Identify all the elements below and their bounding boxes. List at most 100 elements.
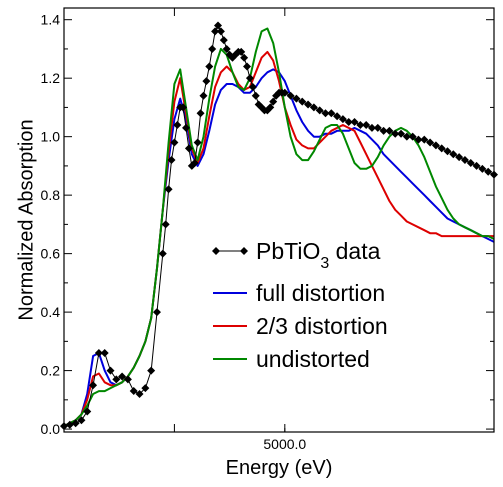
data-point xyxy=(356,120,365,129)
legend-entry-data: PbTiO3 data xyxy=(212,238,381,272)
data-point xyxy=(321,109,330,118)
data-point xyxy=(118,372,127,381)
data-point xyxy=(83,407,92,416)
data-point xyxy=(373,123,382,132)
data-point xyxy=(208,44,217,53)
x-tick-label: 5000.0 xyxy=(263,436,306,452)
data-point xyxy=(213,21,222,30)
data-point xyxy=(243,62,252,71)
data-point xyxy=(199,91,208,100)
x-axis-title: Energy (eV) xyxy=(226,457,333,479)
data-point xyxy=(472,161,481,170)
y-tick-label: 0.2 xyxy=(41,363,61,379)
data-point xyxy=(65,420,74,429)
series-line-3 xyxy=(63,27,495,428)
data-point xyxy=(362,120,371,129)
data-point xyxy=(164,185,173,194)
data-point xyxy=(158,249,167,258)
data-point xyxy=(237,47,246,56)
data-point xyxy=(379,126,388,135)
data-point xyxy=(167,156,176,165)
data-point xyxy=(397,129,406,138)
data-point xyxy=(385,126,394,135)
legend-label-two-thirds-distortion: 2/3 distortion xyxy=(256,313,388,339)
y-tick-label: 0.0 xyxy=(41,421,61,437)
legend-label-full-distortion: full distortion xyxy=(256,280,385,306)
data-point xyxy=(286,91,295,100)
data-point xyxy=(344,118,353,127)
data-point xyxy=(443,147,452,156)
data-point xyxy=(112,375,121,384)
data-point xyxy=(202,77,211,86)
data-point xyxy=(71,419,80,428)
y-tick-label: 0.6 xyxy=(41,246,61,262)
data-point xyxy=(478,164,487,173)
data-point xyxy=(173,120,182,129)
data-point xyxy=(327,109,336,118)
data-point xyxy=(184,144,193,153)
data-point xyxy=(466,158,475,167)
data-point xyxy=(222,44,231,53)
legend-marker-data xyxy=(240,247,248,255)
data-point xyxy=(338,115,347,124)
legend-entry-full-distortion: full distortion xyxy=(213,280,385,306)
data-point xyxy=(292,94,301,103)
data-point xyxy=(350,118,359,127)
legend: PbTiO3 data full distortion 2/3 distorti… xyxy=(212,238,388,372)
data-point xyxy=(309,103,318,112)
data-point xyxy=(152,308,161,317)
data-point xyxy=(248,82,257,91)
data-point xyxy=(161,220,170,229)
data-point xyxy=(455,153,464,162)
data-point xyxy=(106,366,115,375)
data-point xyxy=(315,106,324,115)
data-point xyxy=(135,389,144,398)
data-point xyxy=(100,349,109,358)
data-point xyxy=(245,74,254,83)
data-point xyxy=(414,135,423,144)
data-point xyxy=(205,62,214,71)
legend-entry-undistorted: undistorted xyxy=(213,346,370,372)
legend-label-data: PbTiO3 data xyxy=(256,238,381,272)
data-point xyxy=(89,381,98,390)
data-point xyxy=(269,97,278,106)
data-point xyxy=(170,138,179,147)
data-point xyxy=(193,138,202,147)
data-point xyxy=(190,158,199,167)
legend-label-subscript: 3 xyxy=(320,255,329,272)
data-point xyxy=(211,27,220,36)
plot-frame xyxy=(63,7,495,433)
data-point xyxy=(391,129,400,138)
data-point xyxy=(147,366,156,375)
data-point xyxy=(449,150,458,159)
data-point xyxy=(431,141,440,150)
legend-label-suffix: data xyxy=(329,238,380,264)
data-point xyxy=(420,135,429,144)
data-point xyxy=(251,91,260,100)
data-point xyxy=(484,167,493,176)
y-axis-title: Normalized Absorption xyxy=(15,119,37,320)
data-point xyxy=(182,123,191,132)
data-point xyxy=(240,53,249,62)
tick-layer: 0.0 0.2 0.4 0.6 0.8 1.0 1.2 1.4 5000.0 xyxy=(41,8,494,452)
data-point xyxy=(402,132,411,141)
y-tick-label: 1.0 xyxy=(41,129,61,145)
data-point xyxy=(77,416,86,425)
data-point xyxy=(333,112,342,121)
data-point xyxy=(437,144,446,153)
series-layer xyxy=(60,21,498,431)
data-point xyxy=(141,384,150,393)
data-point xyxy=(216,27,225,36)
legend-marker-data xyxy=(212,247,220,255)
data-point xyxy=(280,88,289,97)
data-point xyxy=(94,349,103,358)
data-point xyxy=(298,97,307,106)
data-point xyxy=(196,109,205,118)
y-tick-label: 1.2 xyxy=(41,70,61,86)
data-point xyxy=(123,375,132,384)
legend-label-prefix: PbTiO xyxy=(256,238,320,264)
data-point xyxy=(179,103,188,112)
data-point xyxy=(367,123,376,132)
y-tick-label: 0.4 xyxy=(41,304,61,320)
